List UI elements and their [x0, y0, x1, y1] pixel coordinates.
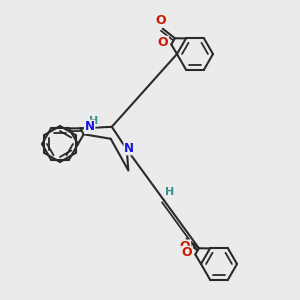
Text: N: N — [124, 142, 134, 154]
Text: O: O — [182, 247, 192, 260]
Text: N: N — [85, 120, 94, 133]
Text: O: O — [180, 240, 190, 253]
Text: O: O — [156, 14, 167, 27]
Text: O: O — [158, 37, 168, 50]
Text: H: H — [165, 187, 174, 197]
Text: H: H — [89, 116, 99, 126]
